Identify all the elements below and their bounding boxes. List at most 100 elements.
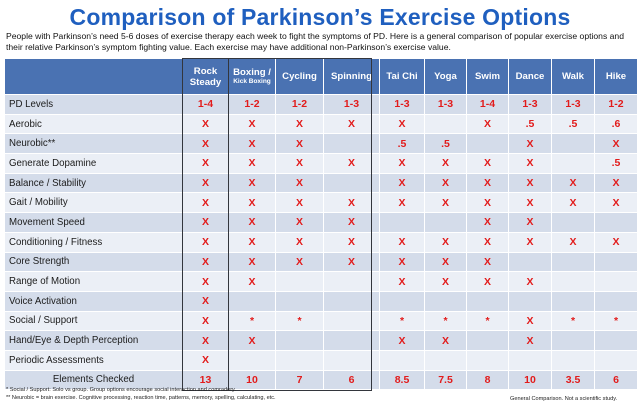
column-header-label: Tai Chi bbox=[386, 71, 418, 82]
column-header: Swim bbox=[466, 58, 509, 95]
table-row: Voice Activation X bbox=[4, 290, 638, 312]
value-cell bbox=[508, 349, 552, 371]
row-label: Elements Checked bbox=[4, 369, 183, 391]
value-cell bbox=[594, 330, 638, 351]
footnote-social: * Social / Support: Solo vs group. Group… bbox=[6, 387, 236, 393]
value-cell: X bbox=[466, 271, 509, 292]
value-cell bbox=[594, 290, 638, 312]
column-header: Yoga bbox=[424, 58, 467, 95]
value-cell: * bbox=[379, 310, 425, 332]
column-header: Boxing / Kick Boxing bbox=[228, 58, 276, 95]
value-cell: X bbox=[228, 113, 276, 135]
value-cell: X bbox=[551, 192, 595, 214]
value-cell: 1-2 bbox=[275, 94, 324, 115]
value-cell bbox=[424, 349, 467, 371]
value-cell: X bbox=[424, 172, 467, 194]
value-cell: X bbox=[594, 172, 638, 194]
row-label: Generate Dopamine bbox=[4, 153, 183, 174]
header-row: Rock Steady Boxing / Kick Boxing Cycling Spi… bbox=[4, 58, 638, 95]
row-label: Range of Motion bbox=[4, 271, 183, 292]
value-cell bbox=[594, 349, 638, 371]
table-row: Balance / Stability X X X X X X X X X bbox=[4, 172, 638, 194]
table-row: Social / Support X * * * * * X * * bbox=[4, 310, 638, 332]
value-cell: X bbox=[379, 271, 425, 292]
value-cell bbox=[379, 349, 425, 371]
value-cell: * bbox=[551, 310, 595, 332]
table-row: Movement Speed X X X X X X bbox=[4, 212, 638, 233]
column-header-sublabel: Kick Boxing bbox=[233, 78, 271, 85]
value-cell bbox=[323, 290, 380, 312]
value-cell: X bbox=[182, 172, 229, 194]
total-cell: 3.5 bbox=[551, 369, 595, 391]
column-header-label: Spinning bbox=[330, 71, 373, 82]
column-header-label: Dance bbox=[515, 71, 545, 82]
value-cell: X bbox=[323, 251, 380, 273]
column-header: Hike bbox=[594, 58, 638, 95]
table-row: Hand/Eye & Depth Perception X X X X X bbox=[4, 330, 638, 351]
value-cell: X bbox=[508, 271, 552, 292]
value-cell: X bbox=[508, 172, 552, 194]
table-row: PD Levels 1-4 1-2 1-2 1-3 1-3 1-3 1-4 1-3 1-3 1-2 bbox=[4, 94, 638, 115]
value-cell: X bbox=[275, 212, 324, 233]
value-cell: X bbox=[323, 113, 380, 135]
row-label: Gait / Mobility bbox=[4, 192, 183, 214]
total-cell: 6 bbox=[323, 369, 380, 391]
row-label: Core Strength bbox=[4, 251, 183, 273]
value-cell: X bbox=[424, 153, 467, 174]
column-header: Rock Steady bbox=[182, 58, 229, 95]
value-cell: X bbox=[379, 231, 425, 253]
value-cell: X bbox=[508, 133, 552, 155]
intro-text: People with Parkinson’s need 5-6 doses o… bbox=[6, 31, 624, 52]
value-cell: X bbox=[275, 251, 324, 273]
row-label: Neurobic** bbox=[4, 133, 183, 155]
column-header: Dance bbox=[508, 58, 552, 95]
value-cell: X bbox=[275, 153, 324, 174]
value-cell: .5 bbox=[508, 113, 552, 135]
value-cell: X bbox=[466, 192, 509, 214]
value-cell: * bbox=[424, 310, 467, 332]
value-cell bbox=[379, 212, 425, 233]
value-cell bbox=[466, 349, 509, 371]
value-cell bbox=[228, 290, 276, 312]
value-cell: .5 bbox=[424, 133, 467, 155]
value-cell: X bbox=[182, 212, 229, 233]
value-cell: * bbox=[594, 310, 638, 332]
total-cell: 8 bbox=[466, 369, 509, 391]
value-cell bbox=[424, 212, 467, 233]
value-cell: X bbox=[379, 172, 425, 194]
value-cell: X bbox=[228, 153, 276, 174]
value-cell bbox=[323, 133, 380, 155]
total-cell: 7 bbox=[275, 369, 324, 391]
value-cell: X bbox=[323, 153, 380, 174]
value-cell: X bbox=[379, 192, 425, 214]
value-cell bbox=[275, 330, 324, 351]
column-header: Spinning bbox=[323, 58, 380, 95]
column-header-label: Boxing / bbox=[233, 67, 271, 78]
value-cell bbox=[323, 330, 380, 351]
value-cell: X bbox=[466, 113, 509, 135]
value-cell: X bbox=[182, 349, 229, 371]
row-label: Balance / Stability bbox=[4, 172, 183, 194]
value-cell bbox=[323, 271, 380, 292]
value-cell bbox=[551, 251, 595, 273]
row-label: Aerobic bbox=[4, 113, 183, 135]
total-cell: 8.5 bbox=[379, 369, 425, 391]
value-cell bbox=[424, 113, 467, 135]
value-cell: .5 bbox=[594, 153, 638, 174]
column-header-label: Rock Steady bbox=[189, 65, 222, 88]
value-cell: X bbox=[466, 172, 509, 194]
value-cell bbox=[466, 330, 509, 351]
row-label: Conditioning / Fitness bbox=[4, 231, 183, 253]
value-cell: .5 bbox=[551, 113, 595, 135]
value-cell: X bbox=[228, 192, 276, 214]
value-cell: X bbox=[424, 231, 467, 253]
value-cell: 1-2 bbox=[228, 94, 276, 115]
value-cell: .6 bbox=[594, 113, 638, 135]
value-cell bbox=[466, 133, 509, 155]
value-cell bbox=[508, 251, 552, 273]
value-cell: X bbox=[466, 231, 509, 253]
column-header-label: Walk bbox=[561, 71, 585, 82]
value-cell: X bbox=[379, 113, 425, 135]
row-label: Hand/Eye & Depth Perception bbox=[4, 330, 183, 351]
value-cell: 1-2 bbox=[594, 94, 638, 115]
